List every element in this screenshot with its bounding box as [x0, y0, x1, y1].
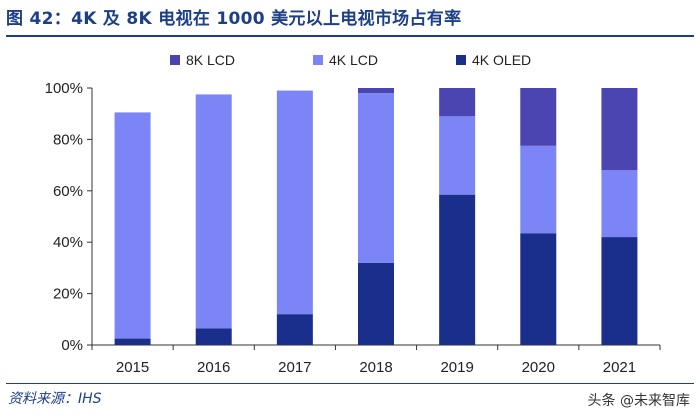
source-note: 资料来源：IHS [8, 391, 102, 407]
y-tick-label: 80% [53, 131, 83, 148]
bar-4k-lcd-2021 [601, 170, 638, 238]
bar-4k-lcd-2018 [358, 93, 394, 263]
x-tick-label: 2018 [359, 359, 392, 376]
x-tick-label: 2021 [603, 359, 636, 376]
bar-4k-oled-2016 [195, 328, 232, 345]
y-tick-label: 60% [53, 183, 83, 200]
y-tick-label: 40% [53, 234, 83, 251]
legend-swatch-8k-lcd [170, 55, 180, 65]
x-tick-label: 2016 [197, 359, 230, 376]
watermark: 头条 @未来智库 [587, 393, 690, 409]
legend-label-4k-oled: 4K OLED [472, 52, 531, 68]
title-divider [6, 35, 694, 37]
legend-label-8k-lcd: 8K LCD [186, 52, 235, 68]
source-divider [6, 383, 694, 384]
bar-4k-lcd-2017 [276, 90, 313, 315]
bar-4k-oled-2017 [276, 314, 313, 345]
x-tick-label: 2020 [522, 359, 555, 376]
x-tick-label: 2017 [278, 359, 311, 376]
bar-8k-lcd-2020 [520, 88, 557, 146]
y-tick-label: 20% [53, 286, 83, 303]
bar-4k-lcd-2016 [195, 94, 232, 329]
bar-8k-lcd-2019 [439, 88, 476, 117]
legend-label-4k-lcd: 4K LCD [329, 52, 378, 68]
x-tick-label: 2019 [440, 359, 473, 376]
bar-4k-oled-2015 [114, 338, 151, 345]
page-title: 图 42：4K 及 8K 电视在 1000 美元以上电视市场占有率 [6, 9, 462, 29]
bar-4k-oled-2018 [358, 262, 394, 345]
bar-8k-lcd-2018 [358, 88, 394, 94]
x-tick-label: 2015 [116, 359, 149, 376]
bar-8k-lcd-2021 [601, 88, 638, 171]
bar-4k-lcd-2019 [439, 116, 476, 195]
bar-4k-oled-2019 [439, 194, 476, 345]
bar-4k-lcd-2020 [520, 145, 557, 234]
legend-swatch-4k-oled [456, 55, 466, 65]
bar-4k-oled-2021 [601, 237, 638, 345]
bar-4k-oled-2020 [520, 233, 557, 345]
bar-4k-lcd-2015 [114, 112, 151, 339]
y-tick-label: 0% [61, 337, 83, 354]
legend-swatch-4k-lcd [313, 55, 323, 65]
y-tick-label: 100% [45, 80, 83, 97]
